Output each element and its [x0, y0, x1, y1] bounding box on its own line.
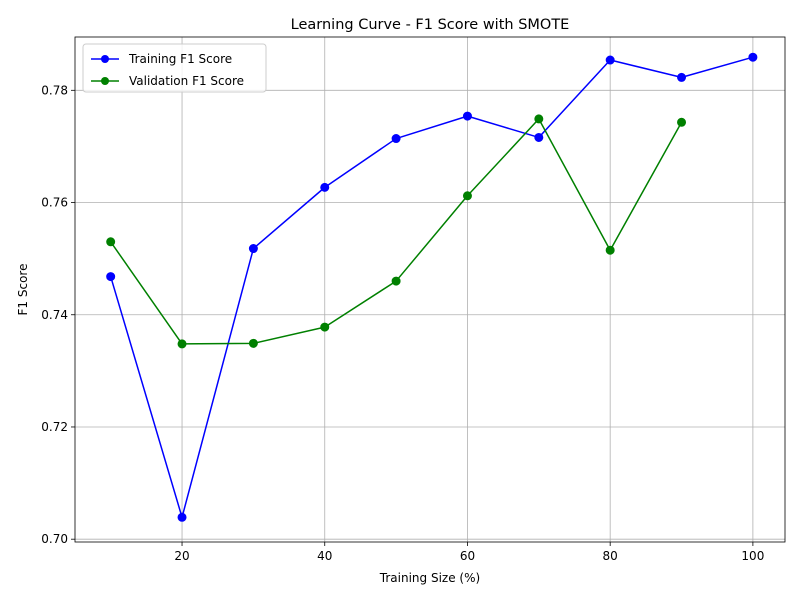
x-tick-label: 80 [603, 549, 618, 563]
x-tick-label: 60 [460, 549, 475, 563]
data-point [605, 245, 615, 255]
data-point [177, 512, 187, 522]
data-point [391, 276, 401, 286]
data-point [177, 339, 187, 349]
y-tick-label: 0.72 [41, 420, 68, 434]
plot-area [75, 37, 785, 542]
data-point [462, 191, 472, 201]
y-tick-label: 0.78 [41, 83, 68, 97]
data-point [248, 338, 258, 348]
x-tick-label: 20 [174, 549, 189, 563]
series-0 [106, 52, 758, 522]
data-point [462, 111, 472, 121]
x-axis-label: Training Size (%) [379, 571, 480, 585]
axes-frame [74, 36, 786, 543]
data-point [748, 52, 758, 62]
data-point [320, 322, 330, 332]
chart-title: Learning Curve - F1 Score with SMOTE [291, 17, 570, 33]
data-point [106, 237, 116, 247]
data-point [106, 272, 116, 282]
legend-label: Training F1 Score [128, 52, 232, 66]
y-tick-label: 0.74 [41, 308, 68, 322]
data-point [677, 117, 687, 127]
legend-marker [101, 77, 109, 85]
y-axis-label: F1 Score [16, 264, 30, 316]
x-tick-label: 100 [741, 549, 764, 563]
data-point [534, 132, 544, 142]
legend: Training F1 Score Validation F1 Score [82, 43, 267, 93]
data-point [391, 134, 401, 144]
ticks: 20 40 60 80 100 0.70 0.72 0.74 0.76 0.78 [41, 83, 764, 563]
data-point [677, 72, 687, 82]
series-line-0 [109, 56, 754, 519]
data-point [605, 55, 615, 65]
data-point [248, 244, 258, 254]
data-point [534, 114, 544, 124]
series-1 [106, 114, 687, 349]
legend-label: Validation F1 Score [129, 74, 244, 88]
x-tick-label: 40 [317, 549, 332, 563]
legend-box [82, 43, 267, 93]
data-point [320, 182, 330, 192]
legend-marker [101, 55, 109, 63]
y-tick-label: 0.76 [41, 196, 68, 210]
y-tick-label: 0.70 [41, 532, 68, 546]
gridlines [75, 37, 785, 542]
